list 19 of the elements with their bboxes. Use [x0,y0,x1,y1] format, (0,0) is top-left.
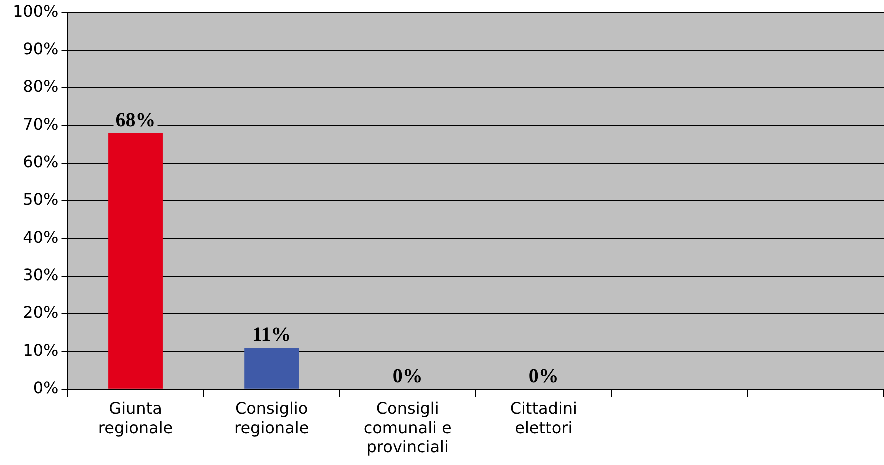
y-tick-label: 80% [23,77,59,96]
y-tick-label: 30% [23,266,59,285]
x-tick-label: Cittadini elettori [510,399,578,438]
data-label: 11% [252,324,292,346]
data-label: 0% [392,366,423,388]
x-tick-label: Giunta regionale [98,399,174,438]
y-tick-label: 90% [23,39,59,58]
y-tick-label: 0% [33,378,59,398]
y-tick-label: 50% [23,190,59,210]
data-label: 68% [116,109,156,132]
y-tick-label: 40% [23,228,59,247]
data-label: 0% [528,366,559,388]
y-tick-label: 100% [12,2,59,21]
y-tick-label: 20% [23,303,59,322]
x-tick-label: Consigli comunali e provinciali [364,399,452,457]
y-tick-label: 70% [23,114,59,134]
x-tick-label: Consiglio regionale [234,399,310,438]
y-tick-label: 60% [23,152,59,172]
y-tick-label: 10% [23,340,59,360]
